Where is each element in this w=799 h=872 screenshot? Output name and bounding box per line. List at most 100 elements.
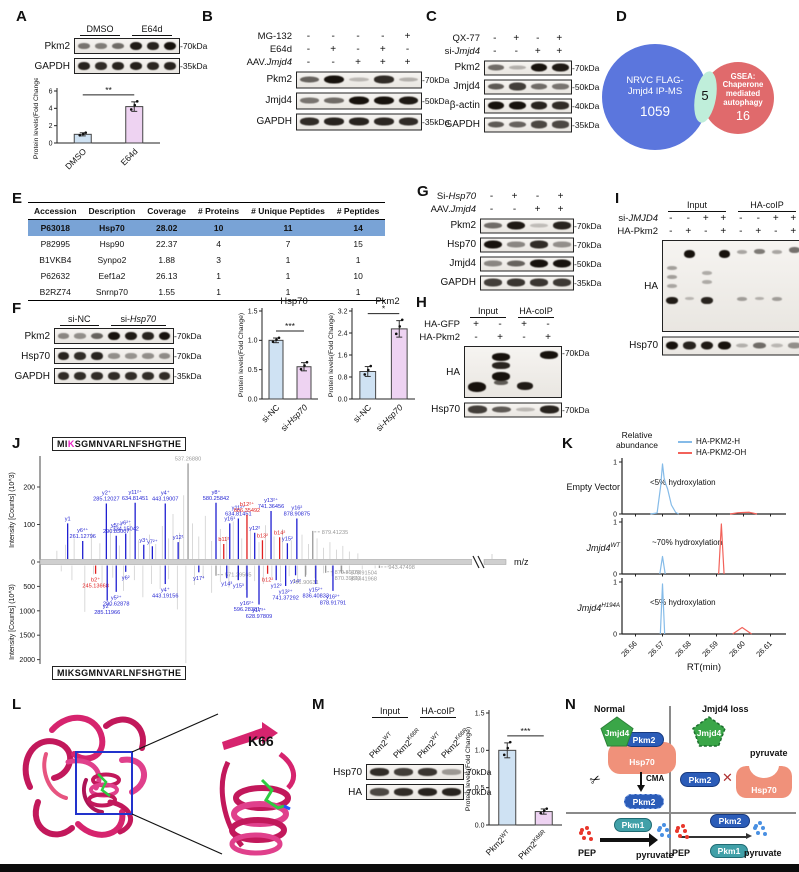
figure-bottom-bar bbox=[0, 864, 799, 872]
panel-label-l: L bbox=[12, 696, 22, 713]
pep-dots-right bbox=[676, 826, 680, 830]
svg-text:261.12796: 261.12796 bbox=[69, 534, 95, 540]
pkm2-pill-normal: Pkm2 bbox=[624, 732, 664, 747]
panel-h-coip-blot: Input HA-coIP HA-GFP + - + - HA-Pkm2- + - + HA -70kD… bbox=[419, 306, 590, 417]
svg-text:Intensity [Counts] (10^3): Intensity [Counts] (10^3) bbox=[9, 472, 16, 548]
svg-text:y16²⁺: y16²⁺ bbox=[326, 593, 340, 600]
panel-label-g: G bbox=[417, 183, 429, 200]
svg-text:E64d: E64d bbox=[119, 146, 140, 167]
hsp70-blob-label: Hsp70 bbox=[629, 757, 655, 767]
panel-label-h: H bbox=[416, 294, 427, 311]
structure-inset: K66 bbox=[219, 722, 297, 856]
svg-text:Protein levels(Fold Change): Protein levels(Fold Change) bbox=[328, 313, 335, 397]
k66-sidechain-tip bbox=[283, 804, 291, 811]
svg-text:y6²: y6² bbox=[122, 575, 130, 581]
svg-text:1.0: 1.0 bbox=[475, 748, 485, 755]
venn-right-line2: Chaperone bbox=[722, 80, 764, 90]
panel-d-venn: NRVC FLAG- Jmjd4 IP-MS 1059 GSEA: Chaper… bbox=[596, 14, 798, 182]
svg-text:537.26880: 537.26880 bbox=[175, 456, 201, 462]
svg-text:y16²⁺: y16²⁺ bbox=[240, 600, 254, 607]
hsp70-blob: Hsp70 bbox=[608, 742, 676, 774]
pyruvate-dots-right bbox=[754, 824, 758, 828]
panel-label-e: E bbox=[12, 190, 23, 207]
svg-text:y4⁺: y4⁺ bbox=[161, 587, 170, 594]
venn-right-count: 16 bbox=[736, 109, 750, 124]
divider-horizontal bbox=[566, 812, 796, 814]
svg-text:2.4: 2.4 bbox=[338, 330, 348, 337]
k-ylabel: Relative abundance bbox=[594, 430, 680, 450]
svg-text:b14²: b14² bbox=[274, 530, 285, 536]
protein-ribbon bbox=[22, 714, 147, 838]
svg-text:870.39813: 870.39813 bbox=[335, 576, 361, 582]
svg-text:596.28381: 596.28381 bbox=[234, 607, 260, 613]
svg-text:26.60: 26.60 bbox=[727, 639, 747, 659]
panel-c-western-blot: QX-77- + - + si-Jmjd4- - + + Pkm2 -70kDa Jmjd4 -50k… bbox=[444, 33, 600, 132]
svg-text:y14³: y14³ bbox=[221, 582, 232, 588]
svg-text:285.12027: 285.12027 bbox=[93, 497, 119, 503]
panel-a-western-blot: DMSO E64d Pkm2 -70kDa GAPDH -35kDa bbox=[26, 22, 218, 76]
panel-f-pkm2-chart: Pkm2 0.0 0.8 1.6 2.4 3.2 Protein levels(Fold C… bbox=[325, 294, 420, 436]
pep-dots-left bbox=[580, 828, 584, 832]
svg-text:y12²: y12² bbox=[271, 584, 282, 590]
svg-text:0: 0 bbox=[49, 140, 53, 147]
hsp70-notched-label: Hsp70 bbox=[751, 785, 777, 795]
panel-label-i: I bbox=[615, 190, 620, 207]
svg-text:285.11966: 285.11966 bbox=[94, 610, 120, 616]
pep-label-right: PEP bbox=[672, 848, 691, 858]
svg-text:1.6: 1.6 bbox=[338, 352, 348, 359]
scissors-icon: ✂ bbox=[587, 770, 604, 789]
svg-text:26.57: 26.57 bbox=[646, 639, 666, 659]
venn-right-line3: mediated bbox=[725, 89, 761, 98]
venn-overlap-count: 5 bbox=[701, 88, 709, 103]
pyruvate-label-bl: pyruvate bbox=[636, 850, 674, 860]
svg-text:y13²⁺: y13²⁺ bbox=[279, 588, 293, 595]
svg-text:0.8: 0.8 bbox=[338, 374, 348, 381]
svg-text:y1: y1 bbox=[65, 516, 71, 522]
k-row-label-jmjd4h194a: Jmjd4H194A bbox=[577, 602, 620, 613]
svg-text:y17⁴: y17⁴ bbox=[193, 575, 205, 582]
pkm2-pill-degraded: Pkm2 bbox=[624, 794, 664, 809]
svg-text:1: 1 bbox=[613, 580, 617, 587]
jmjd4-pentagon: Jmjd4 bbox=[600, 716, 634, 747]
svg-text:290.83007: 290.83007 bbox=[103, 529, 129, 535]
svg-text:y2⁺: y2⁺ bbox=[103, 603, 112, 610]
svg-text:3.2: 3.2 bbox=[338, 308, 348, 315]
svg-text:0.5: 0.5 bbox=[475, 785, 485, 792]
panel-f-western-blot: si-NC si-Hsp70 Pkm2 -70kDa Hsp70 -70kDa GAPDH -… bbox=[4, 312, 212, 386]
pkm2-pill-br: Pkm2 bbox=[710, 814, 750, 828]
svg-text:si-Hsp70: si-Hsp70 bbox=[374, 402, 405, 433]
peptide-sequence-top: MIKSGMNVARLNFSHGTHE bbox=[52, 437, 187, 451]
k-legend: HA-PKM2-H HA-PKM2-OH bbox=[678, 437, 746, 459]
table-row: P63018 Hsp70 28.02 10 11 14 bbox=[28, 219, 386, 236]
svg-text:1.5: 1.5 bbox=[475, 710, 485, 717]
svg-text:y16²: y16² bbox=[291, 506, 302, 512]
table-row: B1VKB4 Synpo2 1.88 3 1 1 bbox=[39, 255, 361, 265]
panel-f-hsp70-chart: Hsp70 0.0 0.5 1.0 1.5 Protein levels(Fold Cha… bbox=[235, 294, 323, 436]
pkm2-structure-figure: K66 bbox=[22, 713, 297, 856]
svg-text:y14²: y14² bbox=[290, 579, 301, 585]
pyruvate-dots-left bbox=[658, 826, 662, 830]
svg-text:Pkm2WT: Pkm2WT bbox=[484, 828, 513, 857]
svg-text:1.5: 1.5 bbox=[248, 308, 258, 315]
svg-text:200: 200 bbox=[23, 485, 35, 492]
panel-label-a: A bbox=[16, 8, 27, 25]
cma-arrow bbox=[637, 772, 644, 792]
panel-m-coip-blot: Input HA-coIP Pkm2WT Pkm2K66R Pkm2WT Pkm2K66R… bbox=[326, 704, 504, 802]
svg-text:0: 0 bbox=[613, 632, 617, 639]
svg-text:741.37292: 741.37292 bbox=[272, 595, 298, 601]
jmjd4-loss-title: Jmjd4 loss bbox=[702, 704, 749, 714]
svg-text:y5²⁺: y5²⁺ bbox=[111, 522, 122, 529]
peptide-sequence-bottom: MIKSGMNVARLNFSHGTHE bbox=[52, 666, 187, 680]
svg-text:0.0: 0.0 bbox=[338, 396, 348, 403]
pyruvate-label-tr: pyruvate bbox=[750, 748, 788, 758]
svg-text:836.40833: 836.40833 bbox=[303, 594, 329, 600]
hsp70-notch bbox=[749, 766, 779, 778]
zoom-line-bottom bbox=[131, 813, 223, 855]
chart-svg: 0.0 0.5 1.0 1.5 Protein levels(Fold Change) P… bbox=[465, 710, 562, 861]
svg-text:0: 0 bbox=[613, 512, 617, 519]
cma-label: CMA bbox=[646, 774, 665, 783]
panel-label-c: C bbox=[426, 8, 437, 25]
